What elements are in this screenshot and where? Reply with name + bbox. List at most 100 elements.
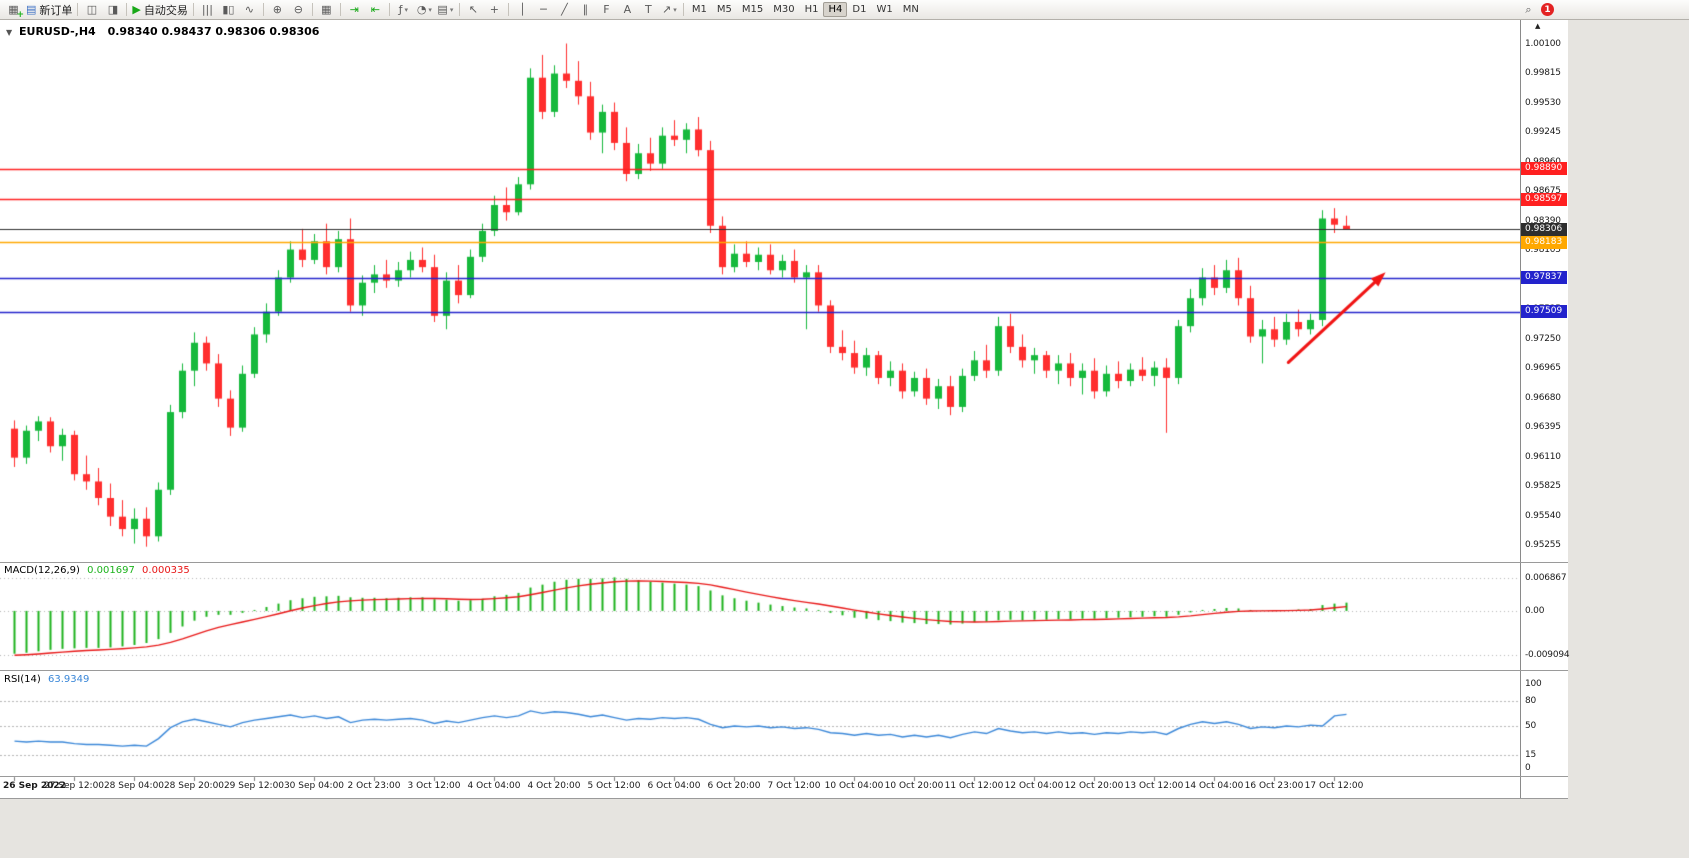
price-axis-label: 0.97250: [1525, 333, 1561, 344]
new-order-button[interactable]: ▤ 新订单: [25, 0, 73, 19]
price-axis-label: 0.95255: [1525, 540, 1561, 551]
macd-axis-label: 0.00: [1525, 605, 1545, 616]
bar-chart-button[interactable]: |||: [198, 0, 217, 19]
auto-trading-button[interactable]: ▶ 自动交易: [131, 0, 188, 19]
panel-divider-main-macd[interactable]: [0, 562, 1568, 563]
time-axis-label: 6 Oct 20:00: [707, 781, 761, 791]
rsi-axis-label: 80: [1525, 695, 1537, 706]
candlestick-chart-button[interactable]: ▮▯: [219, 0, 238, 19]
channel-button[interactable]: ∥: [576, 0, 595, 19]
new-order-icon: ▤: [26, 3, 37, 16]
price-axis-label: 0.99530: [1525, 97, 1561, 108]
auto-scroll-icon: ⇥: [349, 3, 359, 16]
support-level-2-tag: 0.97509: [1521, 305, 1567, 319]
panel-divider-macd-rsi[interactable]: [0, 670, 1568, 671]
one-click-trading-toggle-icon[interactable]: ▼: [6, 28, 13, 37]
timeframe-m15[interactable]: M15: [741, 4, 764, 15]
data-window-button[interactable]: ◨: [103, 0, 122, 19]
zoom-in-icon: ⊕: [272, 3, 282, 16]
search-button[interactable]: ⌕: [1519, 0, 1538, 19]
time-axis-label: 28 Sep 20:00: [163, 781, 225, 791]
indicators-button[interactable]: ƒ ▾: [394, 0, 413, 19]
chart-canvas[interactable]: [0, 20, 1520, 798]
timeframe-d1[interactable]: D1: [852, 4, 867, 15]
toolbar-separator: [458, 3, 460, 16]
rsi-axis-label: 15: [1525, 750, 1537, 761]
timeframe-mn[interactable]: MN: [902, 4, 919, 15]
timeframe-m1[interactable]: M1: [691, 4, 707, 15]
auto-scroll-button[interactable]: ⇥: [345, 0, 364, 19]
text-label-button[interactable]: T: [639, 0, 658, 19]
panel-divider-rsi-timeaxis[interactable]: [0, 776, 1568, 777]
window-bottom-area: [0, 798, 1568, 858]
price-axis[interactable]: [1520, 20, 1568, 798]
macd-main-value: 0.001697: [87, 565, 135, 576]
tile-windows-button[interactable]: ▦: [317, 0, 336, 19]
text-button[interactable]: A: [618, 0, 637, 19]
timeframe-w1[interactable]: W1: [876, 4, 893, 15]
timeframe-h4[interactable]: H4: [823, 2, 848, 17]
periods-button[interactable]: ◔ ▾: [415, 0, 434, 19]
time-axis-label: 30 Sep 04:00: [283, 781, 345, 791]
rsi-axis-label: 100: [1525, 679, 1542, 689]
time-axis-label: 17 Oct 12:00: [1304, 781, 1364, 791]
fibonacci-button[interactable]: F: [597, 0, 616, 19]
vertical-line-icon: │: [519, 3, 526, 16]
crosshair-button[interactable]: +: [485, 0, 504, 19]
text-icon: A: [623, 3, 632, 16]
time-axis-label: 11 Oct 12:00: [944, 781, 1004, 791]
time-axis-label: 12 Oct 04:00: [1004, 781, 1064, 791]
timeframe-h1[interactable]: H1: [804, 4, 819, 15]
arrows-button[interactable]: ↗ ▾: [660, 0, 679, 19]
new-chart-button[interactable]: ▦ +: [4, 0, 24, 20]
axis-scroll-marker[interactable]: ▲: [1535, 22, 1541, 30]
timeframe-m30[interactable]: M30: [773, 4, 795, 15]
new-order-label: 新订单: [39, 3, 73, 17]
resistance-level-1-tag: 0.98890: [1521, 162, 1567, 176]
rsi-axis-label: 0: [1525, 763, 1531, 773]
time-axis-label: 5 Oct 12:00: [587, 781, 641, 791]
toolbar-separator: [339, 3, 341, 16]
rsi-header: RSI(14) 63.9349: [4, 674, 89, 685]
line-chart-button[interactable]: ∿: [240, 0, 259, 19]
price-axis-label: 0.96680: [1525, 392, 1561, 403]
zoom-out-button[interactable]: ⊖: [289, 0, 308, 19]
resistance-level-2-tag: 0.98597: [1521, 192, 1567, 206]
horizontal-line-button[interactable]: ─: [534, 0, 553, 19]
chart-shift-button[interactable]: ⇤: [366, 0, 385, 19]
time-axis-label: 2 Oct 23:00: [347, 781, 401, 791]
price-axis-label: 0.96965: [1525, 363, 1561, 374]
periods-icon: ◔: [416, 3, 427, 16]
toolbar-separator: [311, 3, 313, 16]
auto-trading-icon: ▶: [132, 3, 141, 16]
templates-button[interactable]: ▤ ▾: [436, 0, 455, 19]
chart-ohlc-values: 0.98340 0.98437 0.98306 0.98306: [107, 25, 320, 38]
templates-icon: ▤: [437, 3, 448, 16]
notification-badge[interactable]: 1: [1541, 3, 1554, 16]
bar-chart-icon: |||: [201, 3, 213, 16]
time-axis-label: 12 Oct 20:00: [1064, 781, 1124, 791]
macd-signal-value: 0.000335: [142, 565, 190, 576]
zoom-in-button[interactable]: ⊕: [268, 0, 287, 19]
search-icon: ⌕: [1525, 3, 1532, 16]
vertical-line-button[interactable]: │: [513, 0, 532, 19]
timeframe-m5[interactable]: M5: [716, 4, 732, 15]
cursor-button[interactable]: ↖: [464, 0, 483, 19]
macd-label: MACD(12,26,9): [4, 565, 80, 576]
time-axis-label: 7 Oct 12:00: [767, 781, 821, 791]
line-chart-icon: ∿: [244, 3, 254, 16]
time-axis-label: 3 Oct 12:00: [407, 781, 461, 791]
chevron-down-icon: ▾: [428, 5, 432, 14]
profiles-button[interactable]: ◫: [82, 0, 101, 19]
price-axis-label: 0.96110: [1525, 451, 1561, 462]
price-axis-label: 0.99815: [1525, 68, 1561, 78]
chart-symbol-period: EURUSD-,H4: [19, 25, 96, 38]
text-label-icon: T: [645, 3, 652, 16]
price-axis-label: 0.95540: [1525, 510, 1561, 521]
time-axis-label: 4 Oct 20:00: [527, 781, 581, 791]
new-chart-icon: ▦: [8, 3, 19, 16]
trendline-button[interactable]: ╱: [555, 0, 574, 19]
price-axis-label: 0.98960: [1525, 157, 1561, 167]
chevron-down-icon: ▾: [404, 5, 409, 14]
toolbar-separator: [192, 3, 194, 16]
